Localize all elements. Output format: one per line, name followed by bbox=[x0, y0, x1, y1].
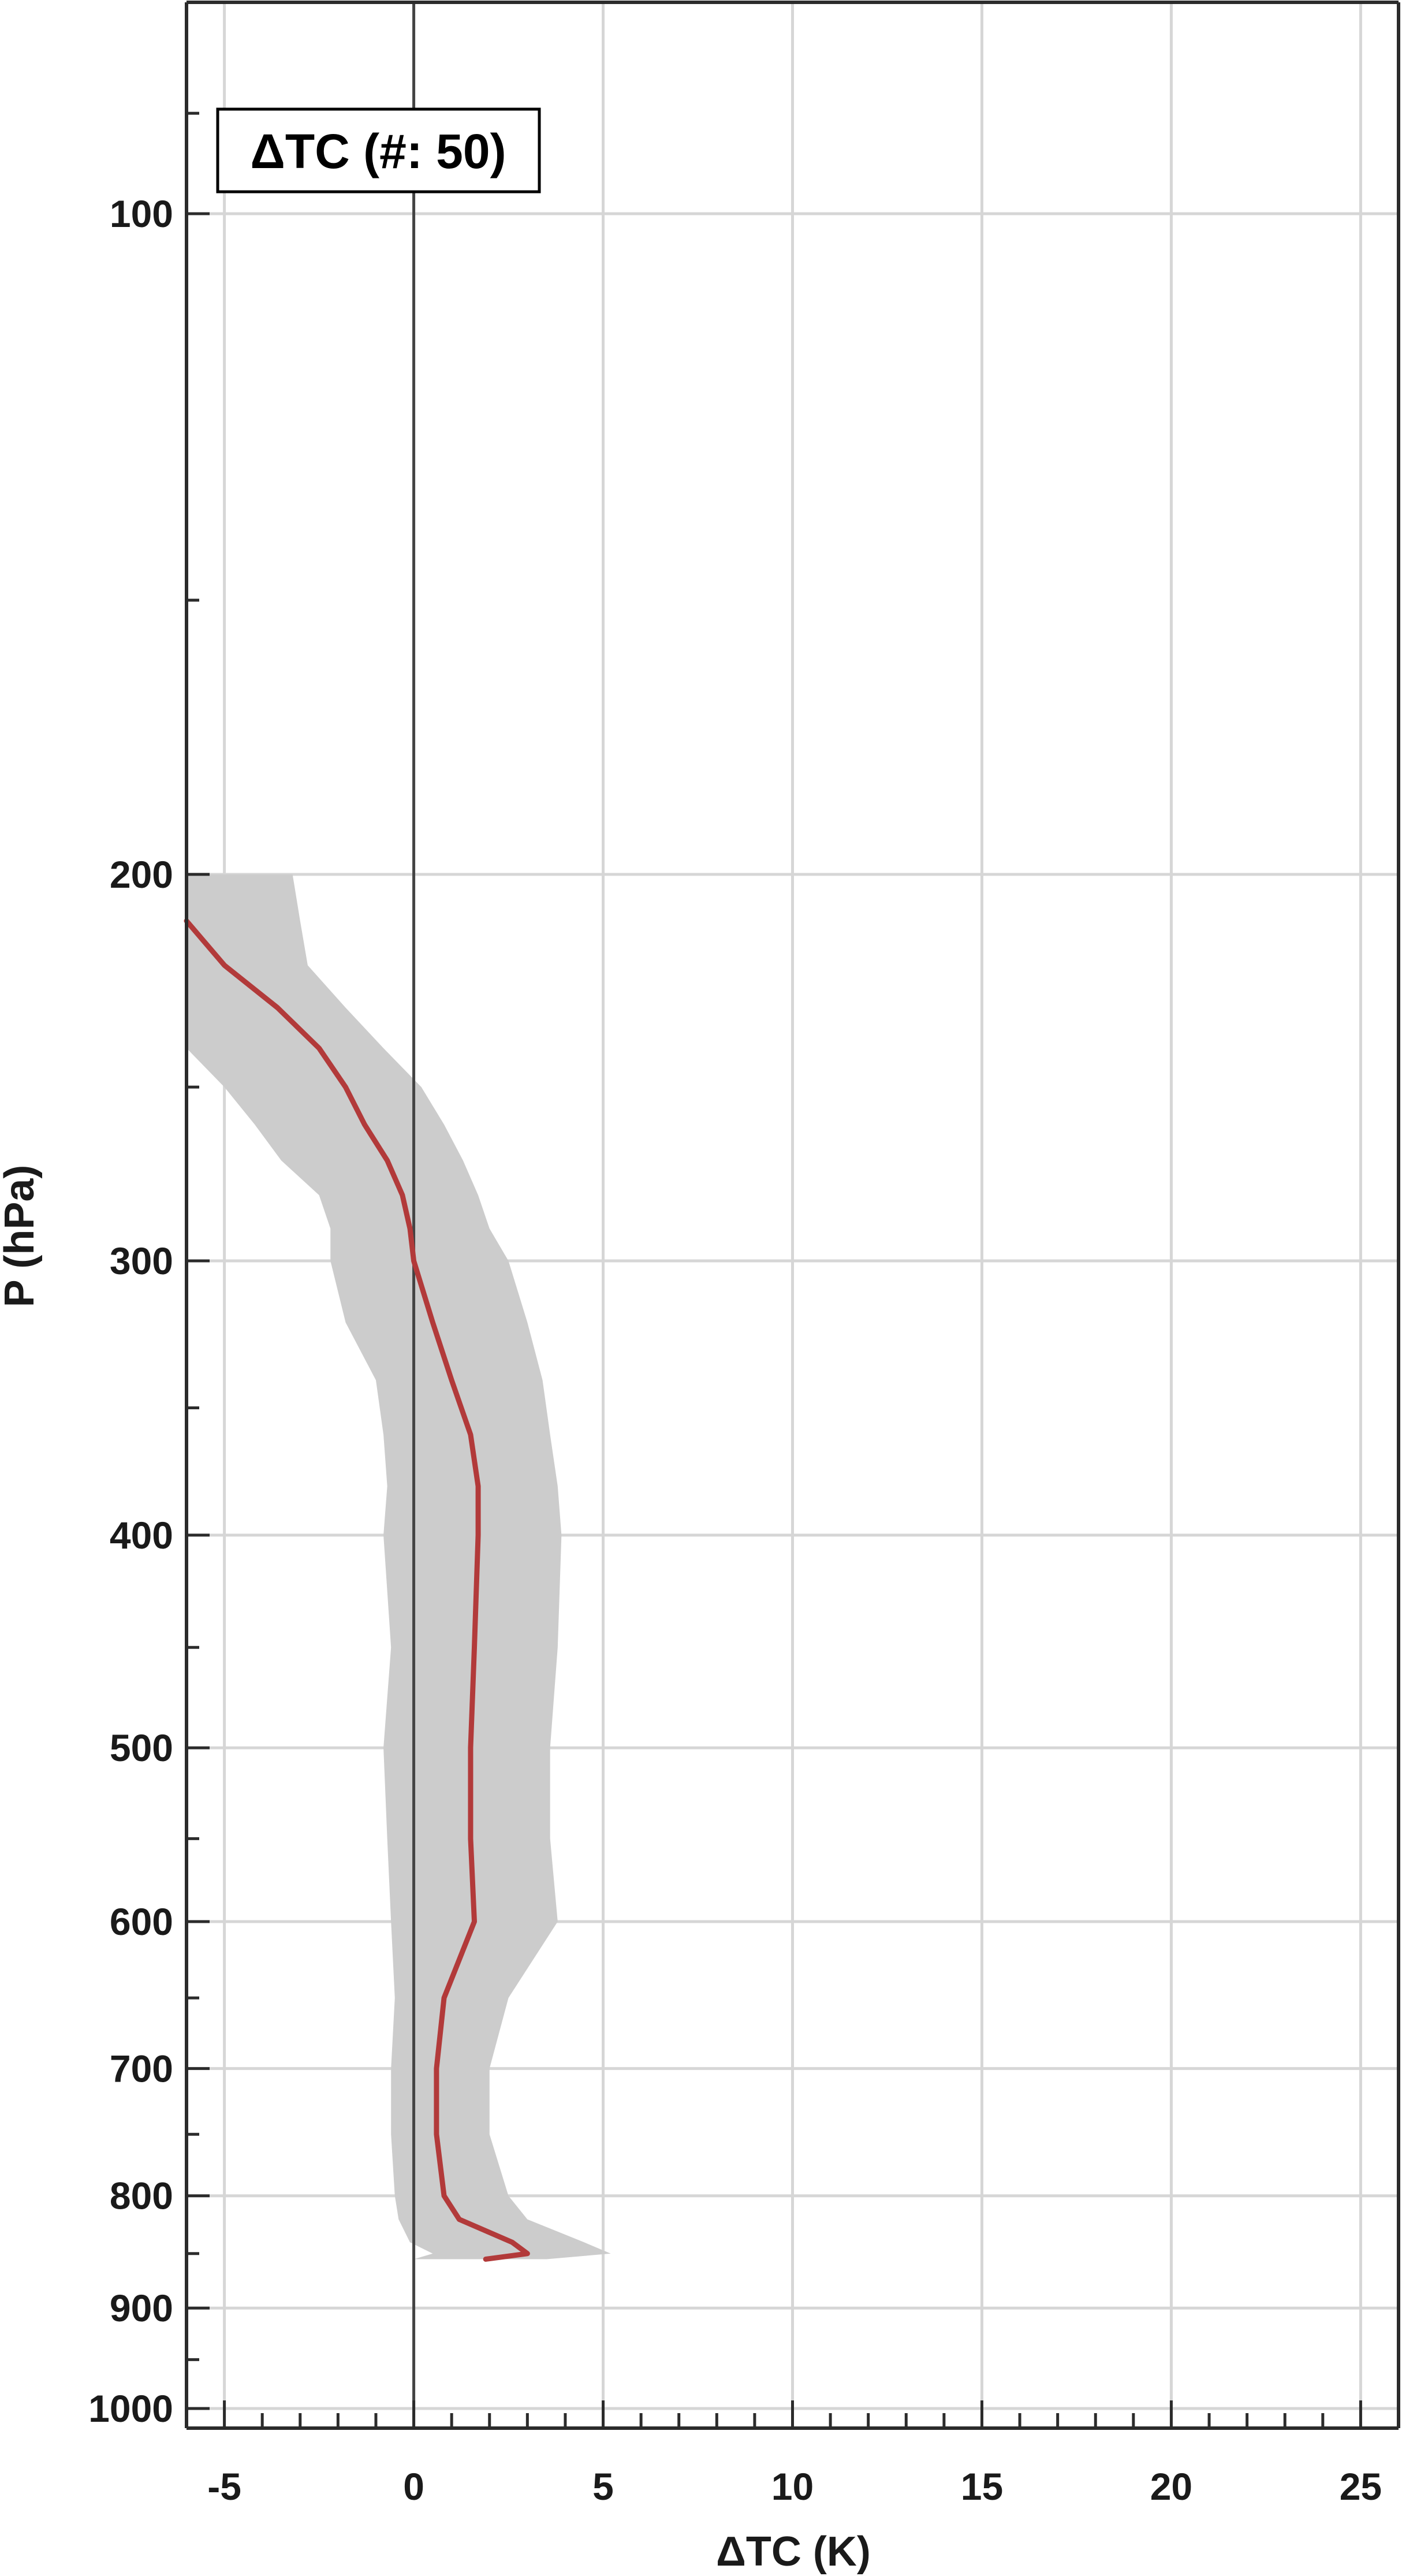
y-tick-label: 800 bbox=[110, 2175, 173, 2217]
y-ticks: 100 200 300 400 500 600 700 800 900 1000 bbox=[88, 111, 210, 2430]
y-tick-label: 1000 bbox=[88, 2387, 173, 2430]
axes bbox=[185, 1, 1400, 2430]
x-tick-label: 5 bbox=[592, 2465, 614, 2508]
mean-line bbox=[184, 918, 530, 2262]
y-tick-label: 200 bbox=[110, 853, 173, 896]
y-tick-label: 500 bbox=[110, 1726, 173, 1769]
x-tick-label: 25 bbox=[1340, 2465, 1382, 2508]
x-tick-label: 10 bbox=[771, 2465, 814, 2508]
spread-band bbox=[187, 874, 611, 2259]
y-tick-label: 700 bbox=[110, 2047, 173, 2090]
y-axis-title: P (hPa) bbox=[0, 1165, 43, 1308]
y-tick-label: 100 bbox=[110, 192, 173, 235]
x-tick-label: 0 bbox=[403, 2465, 424, 2508]
x-tick-label: 20 bbox=[1150, 2465, 1192, 2508]
mean-line-path bbox=[184, 918, 530, 2262]
y-tick-label: 900 bbox=[110, 2287, 173, 2329]
y-tick-label: 400 bbox=[110, 1514, 173, 1557]
x-axis-title: ΔTC (K) bbox=[716, 2529, 871, 2575]
x-tick-label: -5 bbox=[207, 2465, 241, 2508]
y-tick-label: 300 bbox=[110, 1239, 173, 1282]
x-tick-label: 15 bbox=[961, 2465, 1003, 2508]
x-ticks: -5 0 5 10 15 20 25 bbox=[185, 2400, 1400, 2508]
y-tick-label: 600 bbox=[110, 1900, 173, 1943]
legend-label: ΔTC (#: 50) bbox=[250, 124, 506, 178]
legend-box bbox=[216, 107, 541, 193]
spread-band-area bbox=[187, 874, 611, 2259]
legend: ΔTC (#: 50) bbox=[216, 107, 541, 193]
